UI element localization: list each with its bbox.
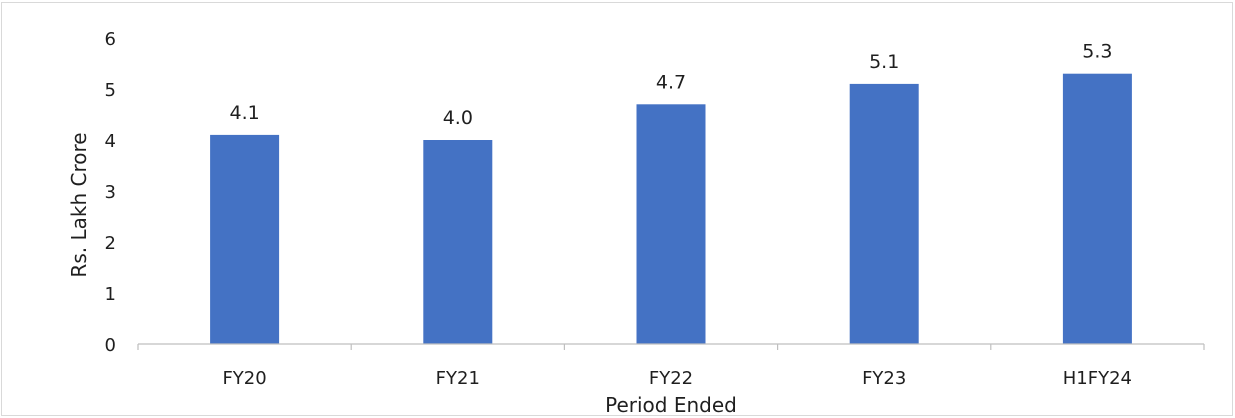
y-tick-label: 0: [105, 335, 116, 356]
x-tick-label: H1FY24: [1063, 368, 1132, 389]
x-tick-label: FY21: [436, 368, 480, 389]
x-tick-label: FY22: [649, 368, 693, 389]
y-tick-label: 1: [105, 284, 116, 305]
y-axis-ticks: 0 1 2 3 4 5 6: [105, 29, 116, 356]
y-tick-label: 2: [105, 233, 116, 254]
data-label: 5.3: [1082, 41, 1112, 63]
x-axis-title: Period Ended: [605, 393, 737, 417]
x-tick-label: FY20: [222, 368, 266, 389]
bar-fy21: [423, 140, 493, 344]
y-tick-label: 6: [105, 29, 116, 50]
bar-fy22: [636, 104, 706, 344]
y-tick-label: 3: [105, 182, 116, 203]
data-label: 4.7: [656, 71, 686, 93]
data-label: 5.1: [869, 51, 899, 73]
y-axis-title: Rs. Lakh Crore: [67, 132, 91, 277]
y-tick-label: 4: [105, 131, 116, 152]
bar-h1fy24: [1062, 73, 1132, 344]
data-labels: 4.1 4.0 4.7 5.1 5.3: [229, 41, 1112, 129]
bar-fy20: [210, 134, 280, 344]
bars: [210, 73, 1132, 345]
data-label: 4.1: [229, 102, 259, 124]
y-tick-label: 5: [105, 80, 116, 101]
x-tick-label: FY23: [862, 368, 906, 389]
x-axis-ticks: FY20 FY21 FY22 FY23 H1FY24: [137, 344, 1205, 389]
bar-fy23: [849, 83, 919, 345]
data-label: 4.0: [443, 107, 473, 129]
